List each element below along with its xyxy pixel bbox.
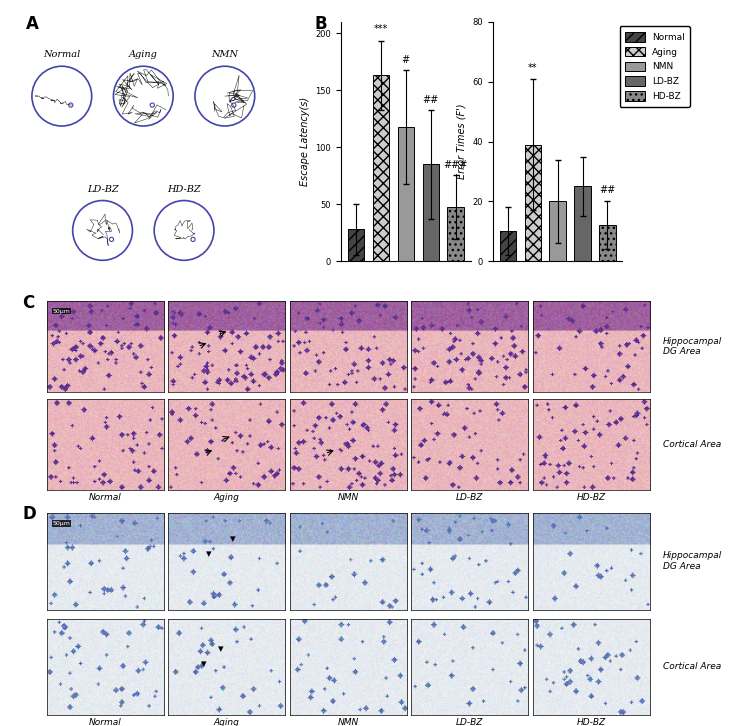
Bar bbox=[398, 127, 413, 261]
Text: ▾: ▾ bbox=[230, 534, 236, 544]
Bar bbox=[525, 144, 541, 261]
Bar bbox=[422, 164, 439, 261]
Text: A: A bbox=[26, 15, 39, 33]
Text: C: C bbox=[22, 294, 35, 312]
Bar bbox=[373, 76, 389, 261]
Title: HD-BZ: HD-BZ bbox=[167, 185, 201, 194]
X-axis label: Normal: Normal bbox=[89, 718, 122, 726]
X-axis label: Aging: Aging bbox=[214, 493, 239, 502]
Text: ▾: ▾ bbox=[218, 645, 224, 654]
Text: ▾: ▾ bbox=[207, 549, 212, 559]
X-axis label: LD-BZ: LD-BZ bbox=[456, 493, 483, 502]
Title: Aging: Aging bbox=[129, 51, 158, 60]
Text: Cortical Area: Cortical Area bbox=[663, 661, 722, 671]
Text: Cortical Area: Cortical Area bbox=[663, 440, 722, 449]
Title: LD-BZ: LD-BZ bbox=[87, 185, 119, 194]
Bar bbox=[574, 187, 591, 261]
Bar bbox=[348, 229, 364, 261]
Y-axis label: Error Times (F'): Error Times (F') bbox=[457, 104, 467, 179]
X-axis label: NMN: NMN bbox=[338, 718, 359, 726]
Text: 50μm: 50μm bbox=[53, 521, 70, 526]
Text: Hippocampal
DG Area: Hippocampal DG Area bbox=[663, 551, 722, 571]
Text: D: D bbox=[22, 505, 36, 523]
Bar bbox=[550, 201, 565, 261]
Text: ###: ### bbox=[443, 160, 468, 170]
Y-axis label: Escape Latency(s): Escape Latency(s) bbox=[300, 97, 310, 186]
Text: **: ** bbox=[528, 62, 537, 73]
Bar bbox=[448, 207, 464, 261]
X-axis label: HD-BZ: HD-BZ bbox=[576, 718, 606, 726]
Text: #: # bbox=[402, 55, 410, 65]
X-axis label: NMN: NMN bbox=[338, 493, 359, 502]
X-axis label: Aging: Aging bbox=[214, 718, 239, 726]
Text: ##: ## bbox=[422, 95, 439, 105]
Text: ***: *** bbox=[373, 25, 388, 34]
Text: Hippocampal
DG Area: Hippocampal DG Area bbox=[663, 337, 722, 356]
Text: 50μm: 50μm bbox=[53, 309, 70, 314]
X-axis label: HD-BZ: HD-BZ bbox=[576, 493, 606, 502]
X-axis label: LD-BZ: LD-BZ bbox=[456, 718, 483, 726]
Text: B: B bbox=[315, 15, 328, 33]
Bar bbox=[499, 232, 516, 261]
X-axis label: Normal: Normal bbox=[89, 493, 122, 502]
Text: ▾: ▾ bbox=[201, 658, 206, 669]
Text: ##: ## bbox=[599, 185, 616, 195]
Title: Normal: Normal bbox=[43, 51, 81, 60]
Legend: Normal, Aging, NMN, LD-BZ, HD-BZ: Normal, Aging, NMN, LD-BZ, HD-BZ bbox=[619, 26, 690, 107]
Bar bbox=[599, 225, 616, 261]
Title: NMN: NMN bbox=[211, 51, 239, 60]
